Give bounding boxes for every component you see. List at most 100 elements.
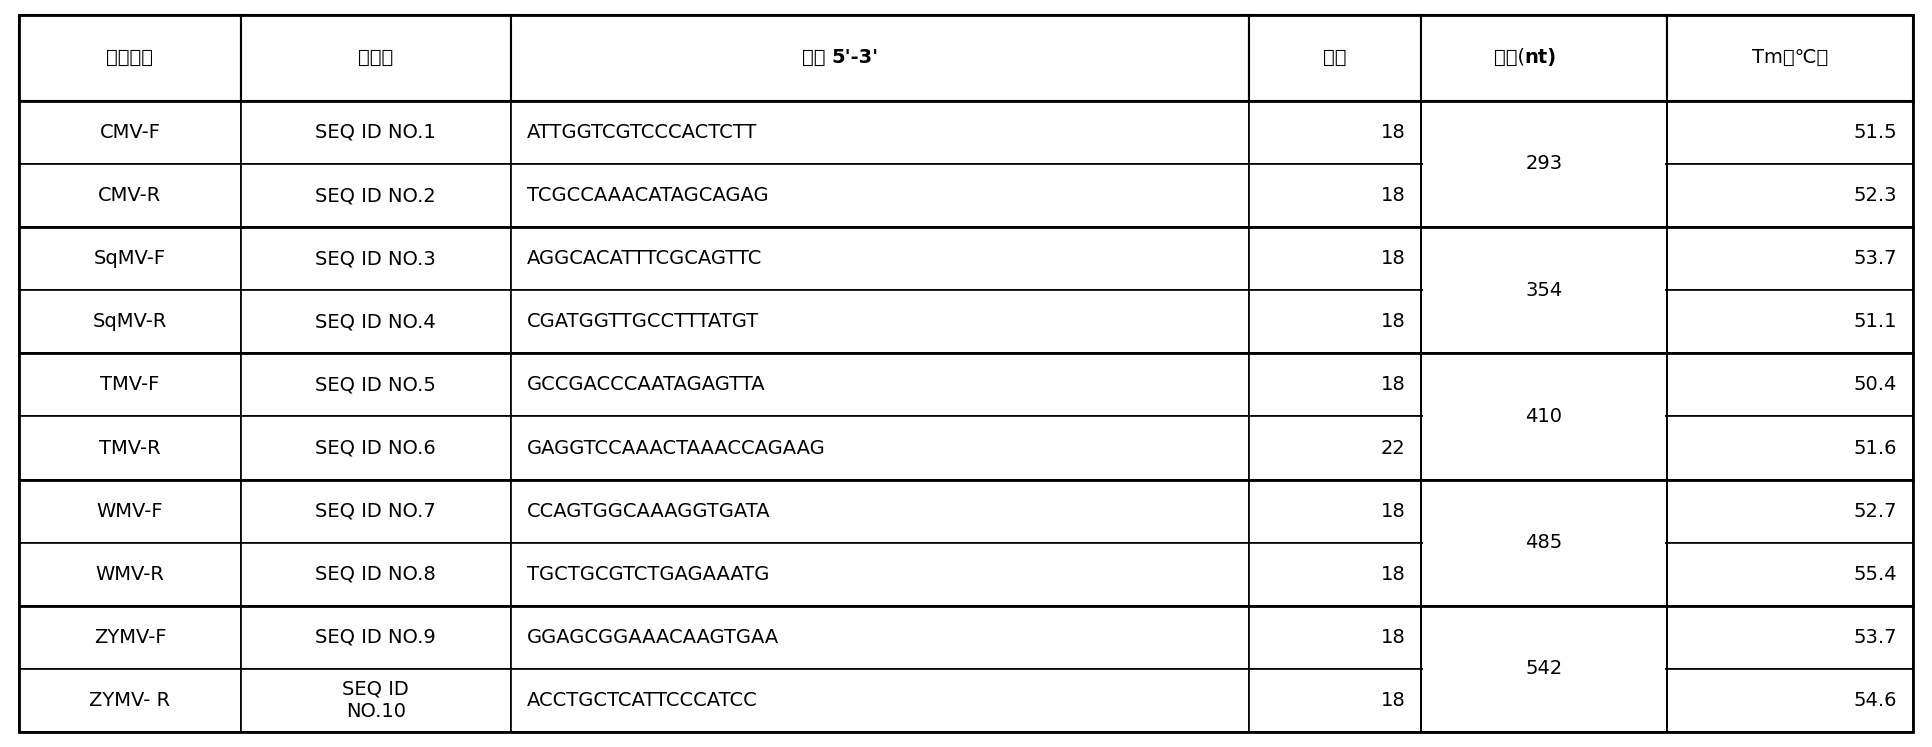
Bar [19, 101, 242, 164]
Bar [1667, 227, 1913, 291]
Bar [1667, 417, 1913, 480]
Text: WMV-F: WMV-F [97, 502, 164, 521]
Bar [1420, 606, 1667, 669]
Bar [19, 15, 242, 101]
Text: CMV-F: CMV-F [99, 123, 160, 142]
Text: 18: 18 [1381, 186, 1405, 205]
Bar [1667, 353, 1913, 417]
Text: 485: 485 [1524, 533, 1563, 552]
Bar [512, 606, 1248, 669]
Bar [242, 417, 512, 480]
Bar [1667, 291, 1913, 353]
Bar [1420, 417, 1667, 480]
Text: 序列: 序列 [802, 49, 831, 67]
Text: ZYMV- R: ZYMV- R [89, 691, 170, 710]
Bar [1420, 480, 1667, 543]
Text: 52.3: 52.3 [1853, 186, 1897, 205]
Text: GCCGACCCAATAGAGTTA: GCCGACCCAATAGAGTTA [527, 376, 765, 394]
Bar [242, 353, 512, 417]
Text: 5'-3': 5'-3' [831, 49, 879, 67]
Bar [242, 606, 512, 669]
Bar [1248, 164, 1420, 227]
Text: 18: 18 [1381, 376, 1405, 394]
Bar [242, 669, 512, 732]
Text: 293: 293 [1524, 155, 1563, 173]
Text: SEQ ID NO.7: SEQ ID NO.7 [315, 502, 437, 521]
Bar [1420, 353, 1667, 417]
Bar [512, 353, 1248, 417]
Bar [1667, 669, 1913, 732]
Bar [19, 417, 242, 480]
Text: TMV-R: TMV-R [99, 438, 160, 457]
Text: 51.6: 51.6 [1853, 438, 1897, 457]
Bar [1420, 669, 1667, 732]
Text: CCAGTGGCAAAGGTGATA: CCAGTGGCAAAGGTGATA [527, 502, 771, 521]
Bar [1667, 164, 1913, 227]
Text: SEQ ID NO.4: SEQ ID NO.4 [315, 312, 437, 331]
Text: SqMV-F: SqMV-F [95, 249, 166, 268]
Text: 53.7: 53.7 [1853, 628, 1897, 647]
Bar [1422, 228, 1665, 353]
Bar [1248, 15, 1420, 101]
Bar [512, 15, 1248, 101]
Bar [1248, 417, 1420, 480]
Text: WMV-R: WMV-R [95, 565, 164, 583]
Text: TCGCCAAACATAGCAGAG: TCGCCAAACATAGCAGAG [527, 186, 769, 205]
Text: SEQ ID NO.8: SEQ ID NO.8 [315, 565, 437, 583]
Bar [1248, 353, 1420, 417]
Bar [242, 101, 512, 164]
Text: SEQ ID NO.1: SEQ ID NO.1 [315, 123, 437, 142]
Text: SEQ ID NO.9: SEQ ID NO.9 [315, 628, 437, 647]
Bar [242, 543, 512, 606]
Bar [512, 227, 1248, 291]
Bar [242, 227, 512, 291]
Bar [512, 417, 1248, 480]
Bar [1667, 15, 1913, 101]
Bar [1420, 101, 1667, 164]
Text: ATTGGTCGTCCCACTCTT: ATTGGTCGTCCCACTCTT [527, 123, 757, 142]
Text: 序列号: 序列号 [357, 49, 394, 67]
Text: 18: 18 [1381, 312, 1405, 331]
Text: 53.7: 53.7 [1853, 249, 1897, 268]
Text: 18: 18 [1381, 628, 1405, 647]
Text: SEQ ID NO.5: SEQ ID NO.5 [315, 376, 437, 394]
Bar [1248, 606, 1420, 669]
Text: 18: 18 [1381, 565, 1405, 583]
Bar [1667, 543, 1913, 606]
Bar [1420, 353, 1667, 480]
Bar [19, 291, 242, 353]
Text: Tm（℃）: Tm（℃） [1752, 49, 1828, 67]
Text: 354: 354 [1524, 281, 1563, 300]
Text: TGCTGCGTCTGAGAAATG: TGCTGCGTCTGAGAAATG [527, 565, 769, 583]
Text: SEQ ID
NO.10: SEQ ID NO.10 [342, 680, 410, 721]
Bar [512, 101, 1248, 164]
Text: SEQ ID NO.6: SEQ ID NO.6 [315, 438, 437, 457]
Bar [1422, 607, 1665, 731]
Text: 18: 18 [1381, 249, 1405, 268]
Bar [19, 164, 242, 227]
Bar [19, 669, 242, 732]
Bar [1422, 480, 1665, 605]
Bar [19, 606, 242, 669]
Text: SEQ ID NO.2: SEQ ID NO.2 [315, 186, 437, 205]
Text: TMV-F: TMV-F [100, 376, 160, 394]
Bar [1420, 101, 1667, 227]
Bar [242, 480, 512, 543]
Text: CGATGGTTGCCTTTATGT: CGATGGTTGCCTTTATGT [527, 312, 759, 331]
Bar [1420, 291, 1667, 353]
Text: CMV-R: CMV-R [99, 186, 162, 205]
Text: GAGGTCCAAACTAAACCAGAAG: GAGGTCCAAACTAAACCAGAAG [527, 438, 825, 457]
Text: 长度: 长度 [1323, 49, 1347, 67]
Bar [1420, 227, 1667, 291]
Text: nt): nt) [1524, 49, 1557, 67]
Bar [19, 543, 242, 606]
Text: 51.5: 51.5 [1853, 123, 1897, 142]
Text: 542: 542 [1524, 660, 1563, 678]
Bar [512, 164, 1248, 227]
Bar [1422, 102, 1665, 226]
Bar [512, 480, 1248, 543]
Text: SqMV-R: SqMV-R [93, 312, 168, 331]
Bar [1420, 543, 1667, 606]
Text: 51.1: 51.1 [1853, 312, 1897, 331]
Bar [242, 164, 512, 227]
